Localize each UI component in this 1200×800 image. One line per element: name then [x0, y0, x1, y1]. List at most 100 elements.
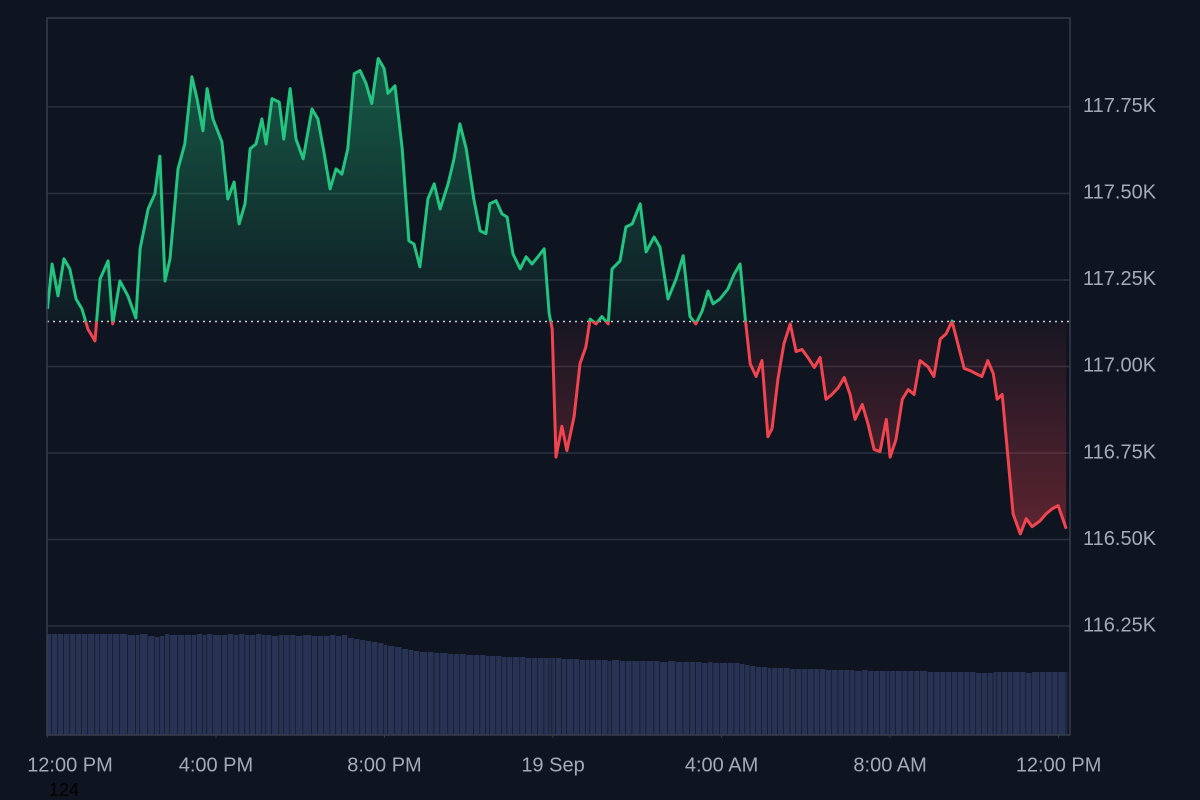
volume-bar [434, 653, 440, 735]
volume-bar [608, 661, 612, 735]
volume-bar [1032, 672, 1040, 735]
volume-bar [408, 650, 414, 735]
volume-bar [579, 660, 586, 735]
volume-bar [683, 662, 690, 735]
y-tick-label: 116.75K [1083, 441, 1157, 463]
volume-bar [1026, 673, 1032, 735]
volume-bar [239, 634, 245, 735]
volume-bar [612, 660, 620, 735]
volume-bar [170, 635, 178, 735]
volume-bar [544, 658, 549, 735]
volume-bar [119, 634, 128, 735]
volume-bar [537, 658, 544, 735]
volume-bar [820, 669, 826, 735]
volume-bar [772, 668, 778, 735]
volume-bar [507, 657, 513, 735]
volume-bar [796, 669, 802, 735]
volume-bar [283, 635, 290, 735]
volume-bar [87, 634, 95, 735]
volume-bar [1052, 672, 1058, 735]
volume-bar [676, 662, 683, 735]
volume-bar [95, 634, 100, 735]
volume-bar [660, 662, 668, 735]
volume-bar [632, 661, 640, 735]
volume-bar [213, 635, 222, 735]
volume-bar [783, 668, 790, 735]
volume-bar [987, 673, 993, 735]
volume-bar [255, 634, 262, 735]
volume-bar [964, 672, 970, 735]
volume-bar [1002, 672, 1008, 735]
price-line [45, 57, 1068, 536]
volume-bar [549, 658, 552, 735]
x-tick-label: 8:00 PM [347, 754, 421, 776]
volume-bar [473, 655, 480, 735]
y-tick-label: 116.25K [1083, 614, 1157, 636]
x-tick-label: 8:00 AM [853, 754, 926, 776]
volume-bar [668, 661, 676, 735]
volume-bar [695, 662, 702, 735]
volume-bar [81, 634, 88, 735]
plot-border [46, 17, 1071, 736]
volume-bar [957, 672, 964, 735]
volume-bar [312, 636, 318, 735]
volume-bar [191, 635, 197, 735]
volume-bar [574, 659, 580, 735]
volume-bar [303, 635, 312, 735]
volume-bar [112, 634, 120, 735]
volume-bar [135, 635, 140, 735]
volume-bar [502, 657, 507, 735]
volume-bar [727, 663, 734, 735]
volume-bar [221, 635, 228, 735]
volume-bar [814, 669, 820, 735]
volume-bar [734, 663, 740, 735]
volume-bar [531, 658, 538, 735]
y-tick-label: 117.25K [1083, 268, 1157, 290]
volume-bar [164, 634, 170, 735]
volume-bar [970, 672, 976, 735]
volume-bar [413, 651, 420, 735]
volume-bar [100, 634, 108, 735]
volume-bar [802, 669, 808, 735]
volume-bar [601, 660, 608, 735]
volume-bar [279, 635, 284, 735]
volume-bar [448, 654, 454, 735]
volume-bar [933, 672, 940, 735]
y-tick-label: 116.50K [1083, 528, 1157, 550]
volume-bar [360, 640, 366, 735]
volume-bar [480, 655, 486, 735]
volume-bar [384, 645, 388, 735]
volume-bar [890, 671, 896, 735]
volume-bar [227, 634, 234, 735]
volume-bar [740, 664, 745, 735]
y-tick-label: 117.00K [1083, 355, 1157, 377]
x-tick-label: 19 Sep [521, 754, 584, 776]
volume-bar [454, 654, 460, 735]
volume-bar [184, 635, 192, 735]
volume-bar [108, 634, 113, 735]
volume-bar [47, 634, 52, 735]
volume-bar [886, 671, 890, 735]
y-tick-label: 117.75K [1083, 95, 1157, 117]
volume-bar [1040, 672, 1046, 735]
volume-bar [365, 641, 372, 735]
volume-bar [654, 661, 660, 735]
volume-bar [395, 647, 402, 735]
volume-bar [52, 634, 58, 735]
volume-bar [778, 668, 784, 735]
volume-bar [702, 663, 708, 735]
volume-bar [850, 670, 855, 735]
volume-bar [745, 665, 750, 735]
volume-bar [266, 635, 272, 735]
volume-bar [459, 654, 466, 735]
volume-bar [127, 635, 136, 735]
volume-bar [844, 670, 850, 735]
volume-bar [790, 669, 796, 735]
volume-bar [708, 662, 713, 735]
volume-bar [719, 663, 728, 735]
volume-bar [250, 635, 256, 735]
volume-bar [1058, 672, 1066, 735]
corner-label: 124 [49, 780, 79, 800]
volume-bar [952, 672, 958, 735]
volume-bar [552, 658, 556, 735]
